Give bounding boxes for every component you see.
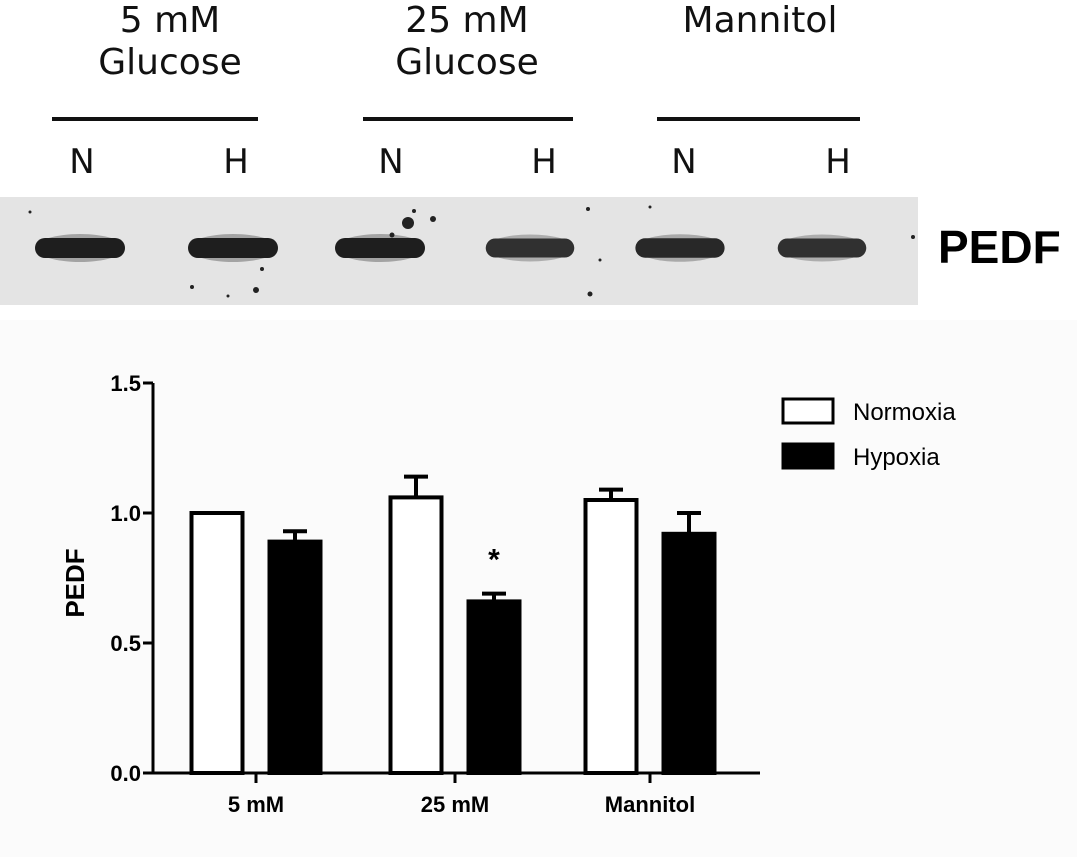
y-axis-label: PEDF	[60, 548, 90, 617]
lane-label: N	[69, 142, 95, 182]
blot-band	[485, 238, 575, 258]
bar-normoxia	[189, 511, 245, 775]
lane-label: H	[223, 142, 249, 182]
blot-band	[188, 238, 278, 258]
lane-label: H	[825, 142, 851, 182]
legend-swatch	[781, 442, 835, 470]
y-tick-label: 0.0	[110, 761, 141, 786]
western-blot-image	[0, 197, 918, 305]
significance-marker: *	[488, 544, 500, 577]
blot-band	[635, 238, 725, 258]
bar-chart: 0.0 0.5 1.0 1.5 5 mM 25 mM Mannitol * PEDF Nor…	[60, 371, 956, 817]
blot-group-label-5mm: 5 mM Glucose	[60, 0, 280, 84]
blot-speckles	[28, 205, 915, 298]
x-tick-label: 5 mM	[228, 792, 284, 817]
chart-axes: 0.0 0.5 1.0 1.5 5 mM 25 mM Mannitol	[110, 371, 760, 817]
blot-band	[777, 238, 867, 258]
blot-group-line2: Glucose	[395, 42, 539, 83]
lane-label: N	[378, 142, 404, 182]
bar-normoxia	[388, 495, 444, 775]
chart-legend: Normoxia Hypoxia	[781, 397, 956, 471]
legend-label: Normoxia	[853, 399, 956, 426]
blot-protein-label: PEDF	[938, 221, 1061, 273]
bar-hypoxia	[661, 531, 717, 775]
blot-group-rule-25mm	[363, 117, 573, 121]
x-tick-label: 25 mM	[421, 792, 489, 817]
y-tick-label: 1.5	[110, 371, 141, 396]
chart-bars: *	[189, 474, 717, 775]
bar-normoxia	[583, 498, 639, 775]
blot-group-label-mannitol: Mannitol	[655, 0, 865, 42]
lane-label: H	[531, 142, 557, 182]
y-tick-label: 1.0	[110, 501, 141, 526]
lane-label: N	[671, 142, 697, 182]
blot-band	[335, 238, 425, 258]
x-tick-label: Mannitol	[605, 792, 695, 817]
blot-group-rule-5mm	[52, 117, 258, 121]
y-tick-label: 0.5	[110, 631, 141, 656]
bar-hypoxia	[267, 539, 323, 775]
blot-group-label-25mm: 25 mM Glucose	[357, 0, 577, 84]
legend-label: Hypoxia	[853, 444, 940, 471]
chart-panel: 0.0 0.5 1.0 1.5 5 mM 25 mM Mannitol * PEDF Nor…	[0, 320, 1077, 857]
blot-group-line1: 25 mM	[405, 0, 529, 41]
blot-group-line2: Glucose	[98, 42, 242, 83]
blot-group-rule-mannitol	[657, 117, 860, 121]
bar-hypoxia	[466, 599, 522, 775]
blot-band	[35, 238, 125, 258]
blot-group-line2: Mannitol	[682, 0, 838, 41]
legend-swatch	[781, 397, 835, 425]
blot-group-line1: 5 mM	[119, 0, 221, 41]
